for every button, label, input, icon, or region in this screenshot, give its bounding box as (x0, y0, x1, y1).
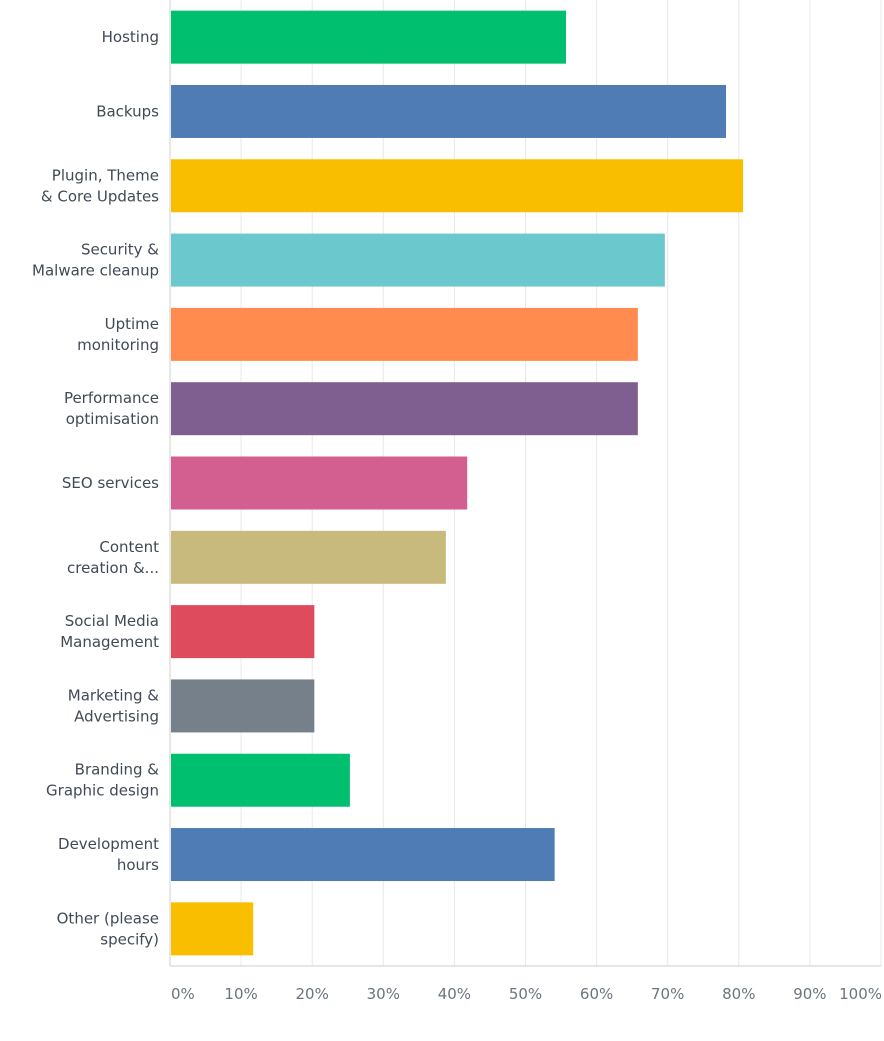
category-label-line: optimisation (66, 410, 159, 428)
category-label: Security & Malware cleanup (32, 241, 159, 280)
bar (171, 902, 254, 956)
x-tick-label: 100% (839, 985, 882, 1003)
bar (171, 10, 567, 64)
bar (171, 307, 638, 361)
category-label-line: Branding & (75, 761, 160, 779)
bar (171, 605, 315, 659)
category-label-line: Backups (96, 102, 159, 120)
category-label-line: creation &... (67, 559, 159, 577)
category-label-line: Performance (64, 389, 159, 407)
x-tick-label: 60% (580, 985, 613, 1003)
category-label: Development hours (58, 835, 159, 874)
category-label-line: Marketing & (68, 686, 160, 704)
category-label-line: Development (58, 835, 159, 853)
bar (171, 233, 665, 287)
x-tick-label: 50% (509, 985, 542, 1003)
category-label-line: Malware cleanup (32, 262, 159, 280)
category-label: Backups (96, 102, 159, 120)
category-label-line: Graphic design (46, 782, 159, 800)
bar (171, 382, 638, 436)
category-label: Content creation &... (67, 538, 159, 577)
category-label-line: Other (please (57, 909, 159, 927)
category-label: Uptime monitoring (77, 315, 159, 354)
x-tick-label: 0% (171, 985, 195, 1003)
category-label-line: monitoring (77, 336, 159, 354)
bar (171, 828, 555, 882)
x-tick-label: 80% (722, 985, 755, 1003)
x-tick-label: 40% (438, 985, 471, 1003)
bar (171, 530, 446, 584)
category-label: SEO services (62, 474, 159, 492)
category-label-line: SEO services (62, 474, 159, 492)
bar (171, 456, 468, 510)
category-label: Branding & Graphic design (46, 761, 159, 800)
bar (171, 159, 744, 213)
category-label: Performance optimisation (64, 389, 159, 428)
x-tick-label: 20% (296, 985, 329, 1003)
category-label-line: hours (117, 856, 159, 874)
x-tick-label: 30% (367, 985, 400, 1003)
x-tick-label: 70% (651, 985, 684, 1003)
x-tick-label: 10% (224, 985, 257, 1003)
category-label: Social Media Management (60, 612, 159, 651)
category-label-line: Hosting (102, 28, 159, 46)
category-label-line: Management (60, 633, 159, 651)
category-label-line: Content (99, 538, 159, 556)
category-label: Marketing & Advertising (68, 686, 160, 725)
bar (171, 753, 350, 807)
category-label: Other (please specify) (57, 909, 159, 948)
category-label-line: & Core Updates (41, 187, 159, 205)
category-label-line: Uptime (105, 315, 159, 333)
category-label-line: specify) (100, 930, 159, 948)
category-label-line: Plugin, Theme (52, 166, 159, 184)
x-tick-label: 90% (793, 985, 826, 1003)
category-label-line: Security & (81, 241, 159, 259)
bar (171, 679, 315, 733)
bar (171, 84, 727, 138)
category-label-line: Advertising (74, 707, 159, 725)
category-label: Plugin, Theme & Core Updates (41, 166, 159, 205)
category-label: Hosting (102, 28, 159, 46)
category-label-line: Social Media (65, 612, 159, 630)
